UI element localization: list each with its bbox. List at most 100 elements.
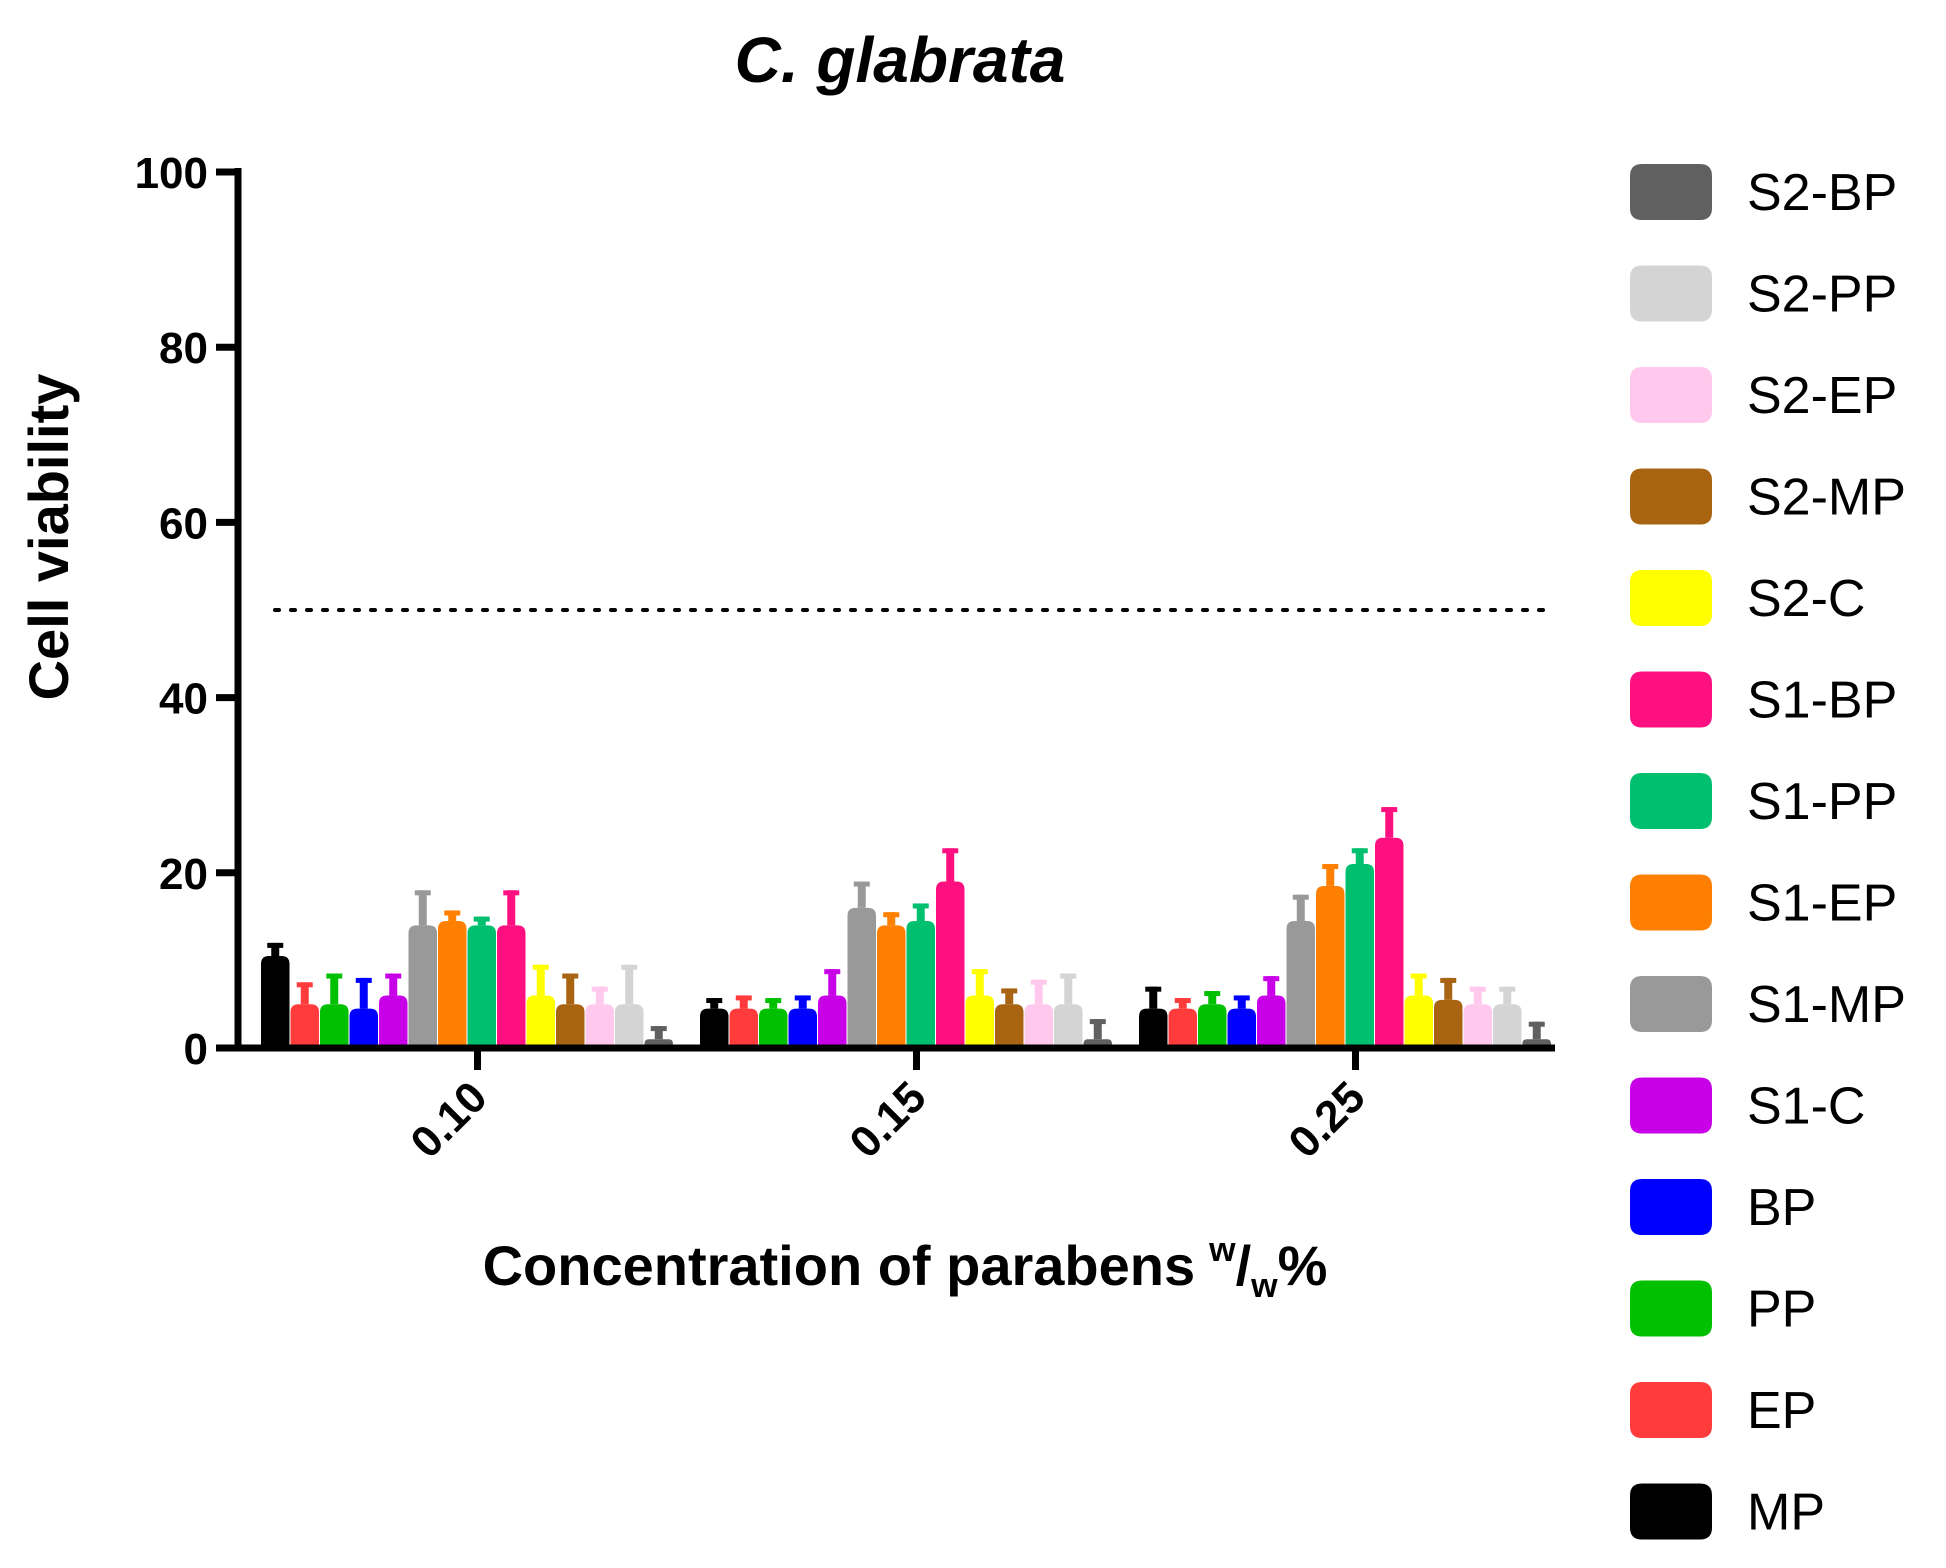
bar-ep [1168, 1008, 1197, 1048]
legend-label-ep: EP [1747, 1382, 1816, 1440]
error-bar [1414, 973, 1423, 996]
bar-s1-mp [1286, 920, 1315, 1048]
legend: S2-BP S2-PP S2-EP S2-MP S2-C S1-BP S1-PP S1-EP S… [1630, 164, 1906, 1542]
x-axis-label-separator: / [1236, 1234, 1252, 1297]
legend-swatch-mp [1630, 1483, 1712, 1540]
bar-s2-c [965, 995, 994, 1048]
error-cap [942, 848, 959, 854]
legend-swatch-pp [1630, 1280, 1712, 1337]
legend-label-s2-mp: S2-MP [1747, 469, 1906, 527]
legend-swatch-s2-mp [1630, 468, 1712, 525]
error-cap [1263, 976, 1280, 982]
bar-s1-pp [1345, 864, 1374, 1048]
error-cap [794, 995, 811, 1001]
error-cap [532, 964, 549, 970]
x-axis-label-subscript: w [1250, 1267, 1278, 1305]
error-bar [1093, 1019, 1102, 1040]
bar-s2-pp [1054, 1004, 1083, 1048]
legend-swatch-s1-ep [1630, 874, 1712, 931]
y-tick-label: 40 [159, 675, 208, 724]
error-cap [1233, 995, 1250, 1001]
bar-s1-pp [906, 920, 935, 1048]
bar-s1-bp [497, 925, 526, 1048]
error-cap [385, 973, 402, 979]
error-cap [883, 912, 900, 918]
error-cap [1351, 848, 1368, 854]
bar-pp [759, 1008, 788, 1048]
error-bar [300, 982, 309, 1005]
error-cap [1528, 1021, 1545, 1027]
y-tick-label: 80 [159, 324, 208, 373]
error-cap [824, 969, 841, 975]
error-bar [389, 973, 398, 996]
legend-swatch-bp [1630, 1179, 1712, 1235]
legend-label-pp: PP [1747, 1281, 1816, 1339]
error-bar [330, 973, 339, 1005]
error-bar [1208, 991, 1217, 1005]
error-bar [1444, 977, 1453, 1000]
error-cap [1322, 864, 1339, 870]
error-bar [507, 890, 516, 926]
error-bar [769, 998, 778, 1009]
bar-s2-mp [556, 1004, 585, 1048]
bar-mp [700, 1008, 729, 1048]
error-bar [1326, 864, 1335, 886]
x-axis-label-main: Concentration of parabens [483, 1234, 1196, 1297]
error-bar [1005, 988, 1014, 1005]
legend-label-s2-ep: S2-EP [1747, 367, 1897, 425]
error-cap [1440, 977, 1457, 983]
error-bar [1237, 995, 1246, 1009]
bar-s2-c [1404, 995, 1433, 1048]
bar-s2-mp [1434, 999, 1463, 1048]
error-cap [296, 982, 313, 988]
error-bar [654, 1026, 663, 1040]
chart-title: C. glabrata [735, 24, 1066, 96]
legend-swatch-s2-pp [1630, 265, 1712, 322]
x-axis-label: Concentration of parabens w/w% [483, 1231, 1328, 1305]
legend-label-bp: BP [1747, 1179, 1816, 1237]
error-bar [1503, 986, 1512, 1005]
bar-s2-pp [1493, 1004, 1522, 1048]
bar-s1-bp [936, 881, 965, 1048]
error-cap [1381, 807, 1398, 813]
legend-label-s1-mp: S1-MP [1747, 976, 1906, 1034]
error-bar [1473, 986, 1482, 1005]
error-cap [621, 964, 638, 970]
error-cap [1060, 973, 1077, 979]
y-axis-label: Cell viability [17, 374, 80, 701]
x-axis-label-superscript: w [1208, 1231, 1236, 1269]
bar-s1-c [818, 995, 847, 1048]
legend-label-s2-c: S2-C [1747, 570, 1865, 628]
error-cap [1174, 998, 1191, 1004]
bar-s1-ep [438, 920, 467, 1048]
plot-area: 0 20 40 60 80 100 0.10 0.15 0.25 [135, 149, 1555, 1168]
error-cap [1410, 973, 1427, 979]
error-bar [1355, 848, 1364, 865]
error-bar [448, 910, 457, 921]
error-cap [326, 973, 343, 979]
error-cap [650, 1026, 667, 1032]
error-cap [503, 890, 520, 896]
bar-s1-mp [408, 925, 437, 1048]
y-tick-label: 0 [184, 1025, 208, 1074]
bar-pp [320, 1004, 349, 1048]
error-cap [1089, 1019, 1106, 1025]
error-cap [1499, 986, 1516, 992]
bar-s1-c [379, 995, 408, 1048]
bar-s1-ep [877, 925, 906, 1048]
error-cap [971, 969, 988, 975]
legend-label-s1-pp: S1-PP [1747, 773, 1897, 831]
error-bar [798, 995, 807, 1009]
error-bar [1385, 807, 1394, 838]
x-tick-label: 0.25 [1279, 1072, 1374, 1167]
bar-s1-c [1257, 995, 1286, 1048]
bar-s2-ep [1463, 1004, 1492, 1048]
error-bar [271, 942, 280, 957]
error-bar [887, 912, 896, 926]
error-cap [355, 977, 372, 983]
error-cap [1145, 986, 1162, 992]
error-cap [473, 916, 490, 922]
error-cap [1292, 894, 1309, 900]
error-bar [739, 995, 748, 1009]
